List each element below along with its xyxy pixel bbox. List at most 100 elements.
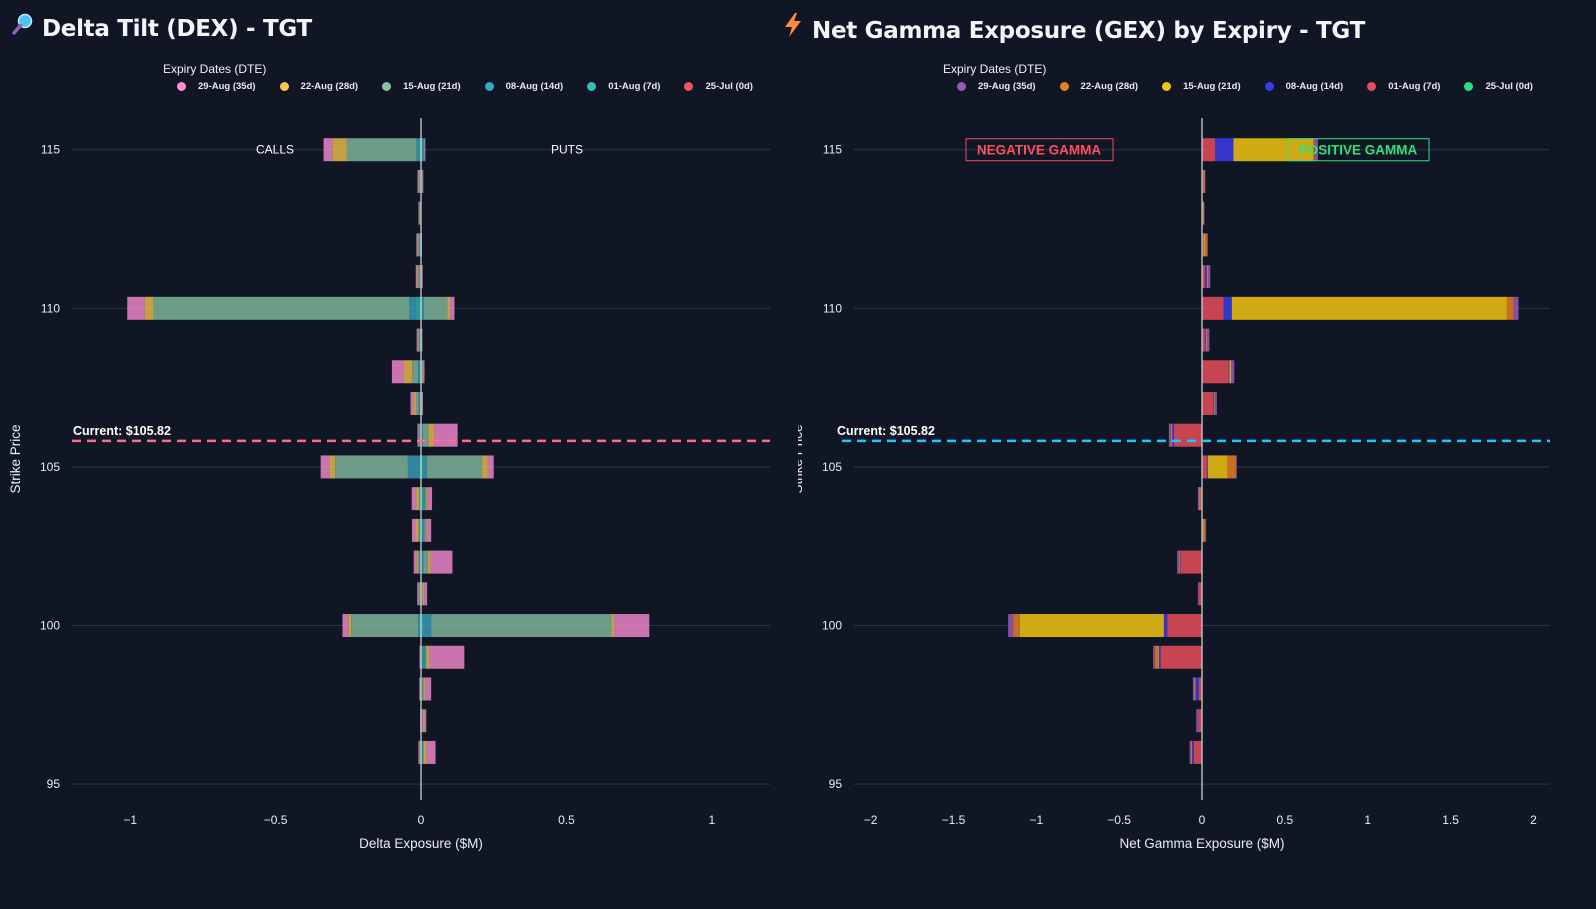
dex-bar (418, 391, 420, 415)
gex-legend-item[interactable]: 08-Aug (14d) (1264, 81, 1343, 92)
gex-bar (1202, 201, 1204, 225)
gex-bar (1213, 391, 1215, 415)
legend-label: 01-Aug (7d) (1388, 81, 1441, 92)
dex-xtick-label: 0.5 (558, 813, 575, 827)
dex-bar (419, 740, 420, 764)
dex-bar (423, 614, 432, 638)
dex-xtick-label: −1 (123, 813, 137, 827)
dex-bar (421, 550, 423, 574)
gex-bar (1203, 201, 1205, 225)
dex-bar (422, 360, 424, 384)
dex-yaxis-label: Strike Price (8, 424, 23, 493)
gex-legend-item[interactable]: 29-Aug (35d) (957, 81, 1036, 92)
dex-legend-item[interactable]: 01-Aug (7d) (587, 81, 660, 92)
dex-bar (342, 614, 349, 638)
dex-bar (403, 360, 413, 384)
dex-bar (422, 296, 424, 320)
dex-bar (420, 487, 421, 511)
gex-bar (1231, 296, 1507, 320)
dex-bar (418, 740, 420, 764)
dex-bar (424, 582, 428, 606)
dex-bar (419, 550, 421, 574)
dex-bar (424, 518, 426, 542)
dex-bar (429, 645, 465, 669)
legend-dot-icon (279, 82, 289, 91)
gex-bar (1202, 360, 1229, 384)
gex-bar (1205, 328, 1207, 352)
dex-bar (420, 265, 421, 289)
gex-bar (1202, 201, 1203, 225)
dex-bar (418, 169, 421, 193)
dex-bar (422, 550, 424, 574)
dex-legend-item[interactable]: 08-Aug (14d) (484, 81, 563, 92)
gex-bar (1154, 645, 1159, 669)
dex-title: Delta Tilt (DEX) - TGT (42, 16, 312, 42)
gex-legend-item[interactable]: 25-Jul (0d) (1464, 81, 1533, 92)
dex-bar (420, 328, 421, 352)
dex-bar (426, 455, 483, 479)
dex-legend-item[interactable]: 15-Aug (21d) (382, 81, 461, 92)
gex-bar (1194, 677, 1196, 701)
legend-label: 25-Jul (0d) (1485, 81, 1533, 92)
gex-bar (1197, 582, 1199, 606)
gex-xtick-label: −2 (864, 813, 878, 827)
dex-bar (422, 645, 426, 669)
dex-bar (425, 677, 432, 701)
gex-bar (1179, 550, 1181, 574)
gex-bar (1013, 614, 1020, 638)
dex-bar (419, 360, 421, 384)
dex-title-row: Delta Tilt (DEX) - TGT (10, 12, 312, 42)
dex-bar (329, 455, 336, 479)
dex-bar (416, 233, 418, 257)
legend-label: 25-Jul (0d) (705, 81, 753, 92)
gex-negative-gamma-label: NEGATIVE GAMMA (977, 143, 1101, 158)
dex-xtick-label: 1 (708, 813, 715, 827)
dex-bar (419, 582, 421, 606)
gex-bar (1203, 169, 1205, 193)
gex-legend-item[interactable]: 15-Aug (21d) (1162, 81, 1241, 92)
gex-xaxis-label: Net Gamma Exposure ($M) (1119, 836, 1284, 851)
dex-chart: 95 100 105 110 115 −1 −0.5 0 0.5 1 Delta Exposure … (8, 118, 770, 851)
dex-legend[interactable]: 29-Aug (35d) 22-Aug (28d) 15-Aug (21d) 08-A… (177, 81, 777, 92)
dex-legend-item[interactable]: 29-Aug (35d) (177, 81, 256, 92)
gex-bar (1200, 487, 1202, 511)
dex-ytick-label: 100 (40, 619, 60, 633)
dex-bar (418, 487, 420, 511)
gex-bar (1202, 518, 1203, 542)
dex-bar (423, 455, 427, 479)
gex-bar (1192, 740, 1194, 764)
dex-current-price-label: Current: $105.82 (73, 424, 171, 438)
legend-dot-icon (684, 82, 694, 91)
dex-bar (421, 740, 422, 764)
dex-legend-item[interactable]: 25-Jul (0d) (684, 81, 753, 92)
gex-bar (1506, 296, 1514, 320)
dex-bar (323, 138, 333, 162)
dex-bar (423, 296, 448, 320)
dex-legend-item[interactable]: 22-Aug (28d) (279, 81, 358, 92)
legend-dot-icon (177, 82, 186, 91)
gex-legend-item[interactable]: 01-Aug (7d) (1367, 81, 1440, 92)
gex-legend-item[interactable]: 22-Aug (28d) (1059, 81, 1138, 92)
legend-dot-icon (1464, 82, 1474, 91)
dex-bar (417, 328, 419, 352)
gex-legend[interactable]: 29-Aug (35d) 22-Aug (28d) 15-Aug (21d) 08-A… (957, 81, 1557, 92)
dex-bar (422, 740, 424, 764)
dex-bar (422, 138, 424, 162)
dex-bar (409, 296, 416, 320)
gex-yaxis-label: Strike Price (798, 424, 805, 493)
dex-bar (415, 518, 419, 542)
gex-bar (1513, 296, 1519, 320)
dex-bar (421, 518, 422, 542)
dex-ytick-label: 115 (41, 143, 60, 157)
dex-bar (417, 169, 419, 193)
dex-bar (419, 233, 421, 257)
dex-bar (421, 423, 422, 447)
dex-bar (407, 455, 420, 479)
gex-bar (1235, 455, 1237, 479)
gex-bar (1202, 265, 1206, 289)
gex-bar (1178, 550, 1180, 574)
dex-bar (415, 296, 421, 320)
dex-bar (419, 328, 421, 352)
dex-bar (348, 614, 352, 638)
dex-bar (418, 582, 419, 606)
